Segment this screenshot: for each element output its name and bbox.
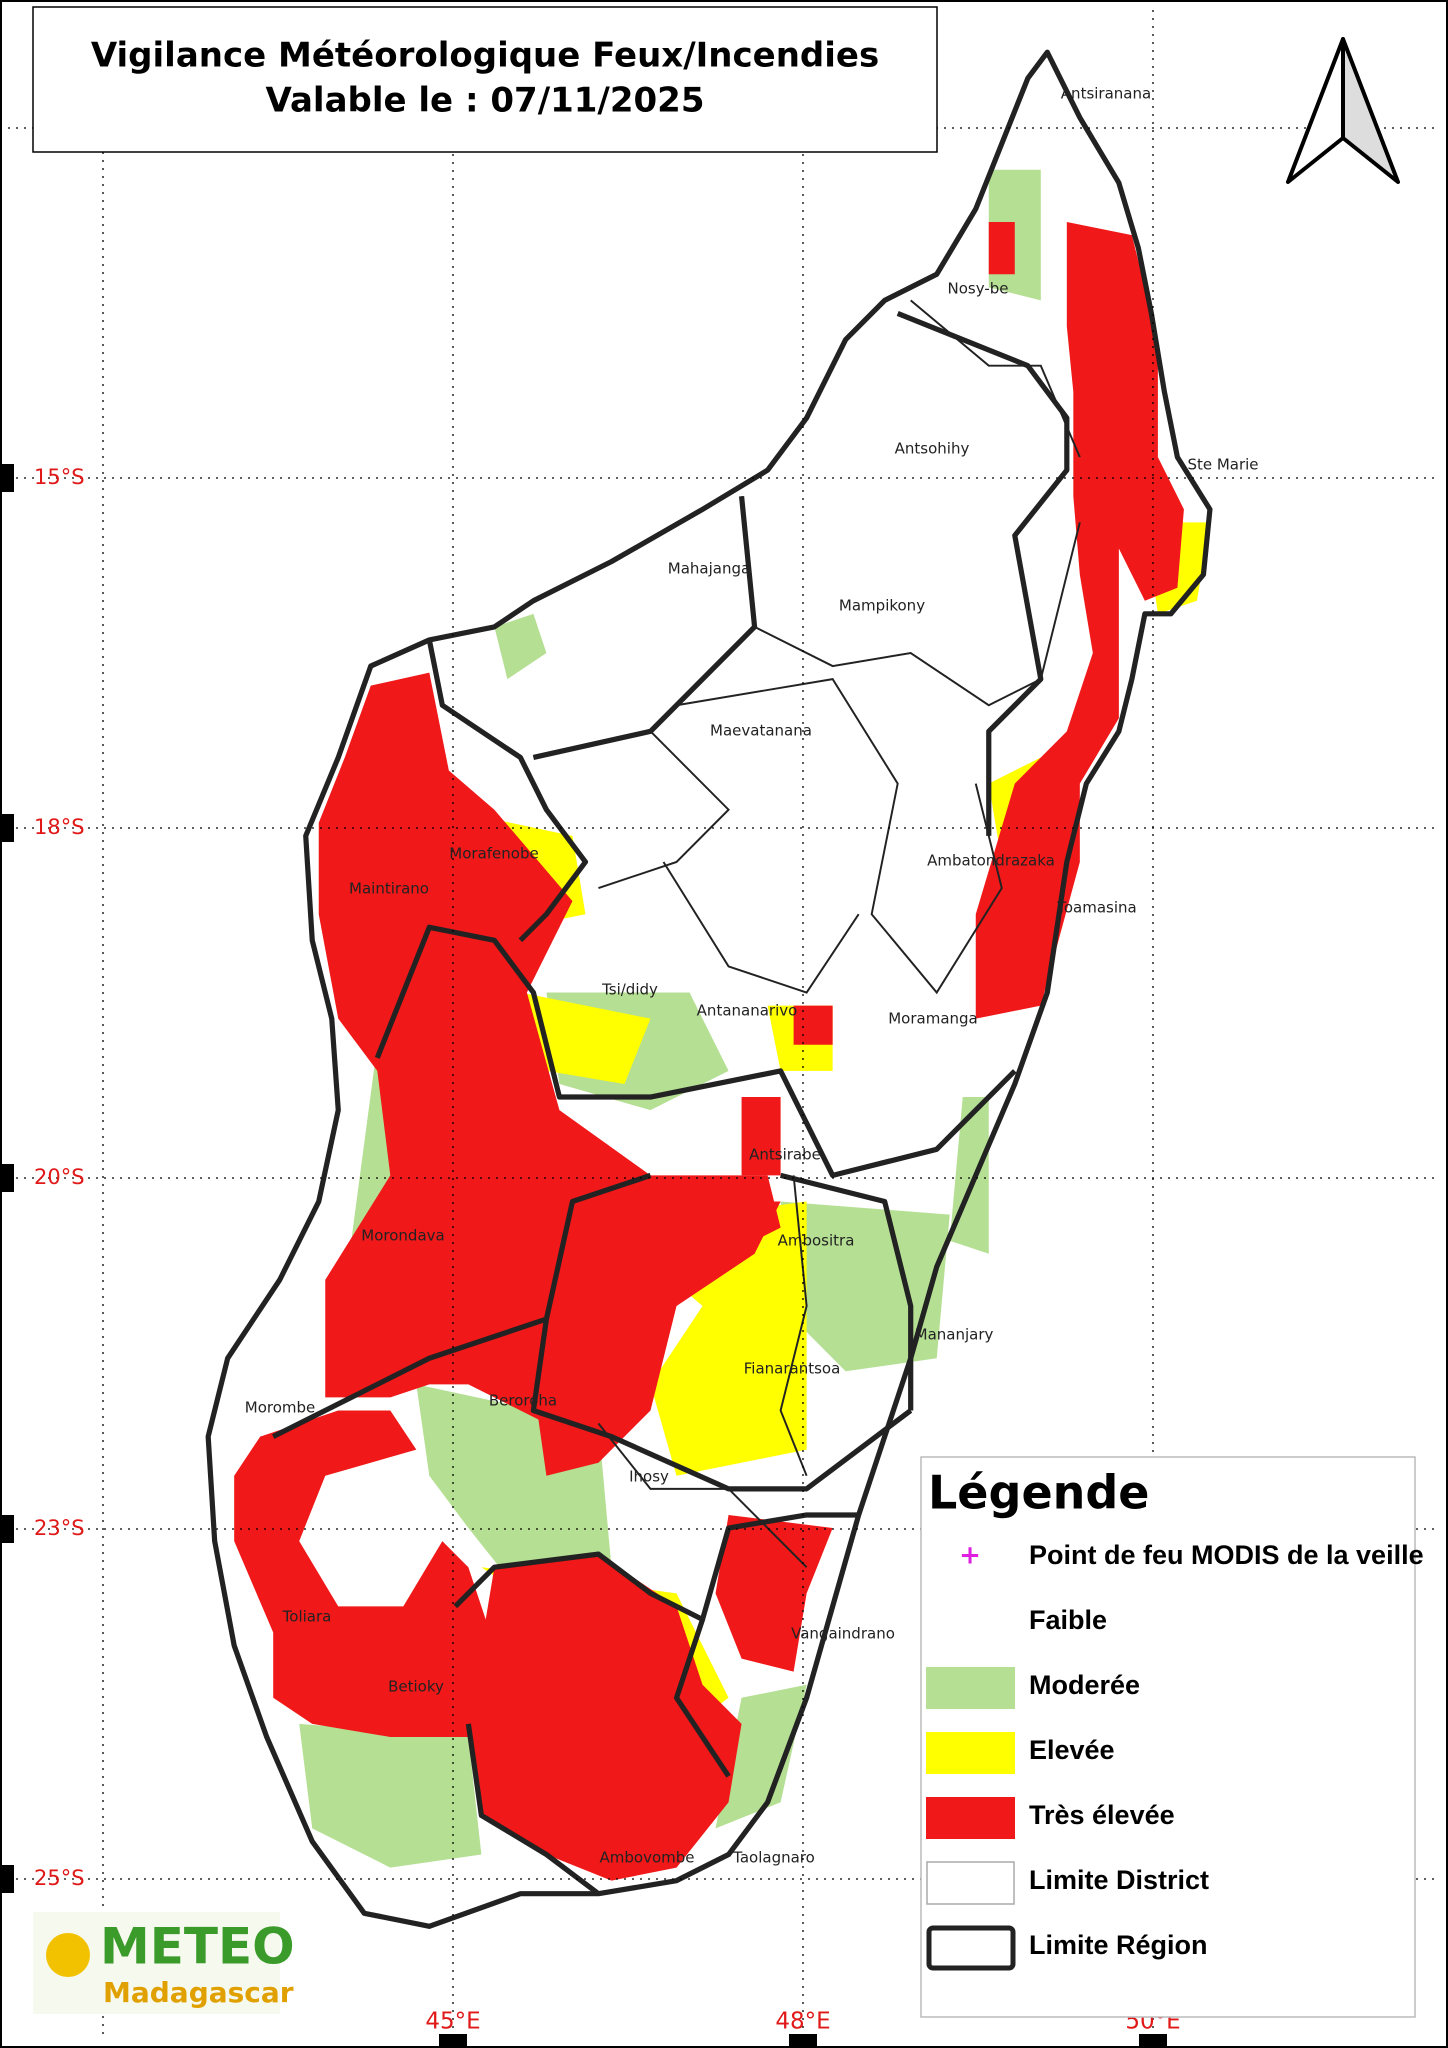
latitude-label: 20°S bbox=[34, 1165, 85, 1189]
place-label: Toliara bbox=[282, 1608, 332, 1626]
region-line bbox=[374, 924, 1017, 1179]
title-line: Valable le : 07/11/2025 bbox=[266, 81, 705, 121]
title-box bbox=[32, 6, 938, 153]
zone-high bbox=[611, 1201, 807, 1476]
region-line bbox=[532, 496, 758, 761]
place-label: Mahajanga bbox=[668, 560, 750, 578]
zone-very-high bbox=[988, 222, 1015, 275]
place-label: Antsirabe bbox=[749, 1146, 821, 1164]
longitude-label: 45°E bbox=[425, 2009, 480, 2035]
latitude-label: 25°S bbox=[34, 1866, 85, 1890]
frame-tick bbox=[439, 2034, 467, 2048]
legend-item: Limite District bbox=[1029, 1865, 1209, 1895]
frame-tick bbox=[1139, 2034, 1167, 2048]
place-label: Maevatanana bbox=[710, 722, 812, 740]
place-label: Maintirano bbox=[349, 880, 429, 898]
region-line bbox=[896, 311, 1070, 836]
place-label: Mampikony bbox=[839, 597, 925, 615]
logo-sun bbox=[46, 1933, 90, 1977]
latitude-label: 18°S bbox=[34, 815, 85, 839]
very-high-zones bbox=[234, 222, 1184, 1881]
place-label: Moramanga bbox=[888, 1010, 978, 1028]
place-label: Mananjary bbox=[915, 1326, 994, 1344]
region-line bbox=[530, 1318, 913, 1492]
frame-tick bbox=[0, 1515, 14, 1543]
legend-item: Point de feu MODIS de la veille bbox=[1029, 1540, 1424, 1570]
logo-subtitle: Madagascar bbox=[103, 1976, 294, 2009]
region-line bbox=[272, 1172, 652, 1439]
zone-very-high bbox=[793, 1005, 833, 1045]
zone-very-high bbox=[975, 222, 1184, 1019]
place-label: Ambovombe bbox=[600, 1849, 695, 1867]
zone-moderate bbox=[494, 613, 547, 680]
place-label: Antananarivo bbox=[697, 1002, 798, 1020]
region-line bbox=[779, 1172, 914, 1411]
district-line bbox=[676, 678, 1003, 995]
district-line bbox=[597, 1422, 808, 1568]
legend-item: Moderée bbox=[1029, 1670, 1140, 1700]
swatch-district bbox=[926, 1861, 1015, 1905]
place-label: Vangaindrano bbox=[791, 1625, 895, 1643]
region-line bbox=[673, 1618, 731, 1778]
place-label: Morafenobe bbox=[449, 845, 538, 863]
zone-moderate bbox=[780, 1201, 950, 1372]
coastline bbox=[205, 49, 1213, 1929]
legend-title: Légende bbox=[928, 1466, 1150, 1520]
region-line bbox=[465, 1723, 601, 1896]
latitude-label: 15°S bbox=[34, 465, 85, 489]
district-line bbox=[662, 861, 860, 994]
legend-item: Très élevée bbox=[1029, 1800, 1175, 1830]
latitude-label: 23°S bbox=[34, 1516, 85, 1540]
place-label: Morondava bbox=[361, 1227, 444, 1245]
longitude-label: 48°E bbox=[775, 2009, 830, 2035]
place-label: Ambatondrazaka bbox=[927, 852, 1055, 870]
frame-tick bbox=[0, 814, 14, 842]
arrow-left bbox=[1286, 37, 1345, 184]
legend-item: Limite Région bbox=[1029, 1930, 1208, 1960]
arrow-right bbox=[1341, 37, 1400, 184]
frame-tick bbox=[0, 1865, 14, 1893]
place-label: Antsiranana bbox=[1061, 85, 1151, 103]
place-label: Betioky bbox=[388, 1678, 444, 1696]
zone-very-high bbox=[468, 1554, 742, 1881]
swatch-very-high bbox=[926, 1797, 1015, 1839]
place-label: Fianarantsoa bbox=[744, 1360, 841, 1378]
region-limits bbox=[205, 49, 1213, 1929]
place-label: Ihosy bbox=[629, 1468, 669, 1486]
north-arrow bbox=[1286, 37, 1400, 184]
district-line bbox=[779, 1175, 808, 1477]
place-label: Beroroha bbox=[489, 1392, 557, 1410]
place-label: Tsi/didy bbox=[601, 981, 658, 999]
zone-moderate bbox=[299, 1723, 482, 1868]
frame-tick bbox=[0, 464, 14, 492]
legend-item: Elevée bbox=[1029, 1735, 1115, 1765]
place-label: Taolagnaro bbox=[732, 1849, 815, 1867]
swatch-moderate bbox=[926, 1667, 1015, 1709]
frame-tick bbox=[0, 1164, 14, 1192]
place-label: Toamasina bbox=[1056, 899, 1136, 917]
place-label: Ste Marie bbox=[1187, 456, 1258, 474]
swatch-region bbox=[926, 1925, 1016, 1971]
zone-very-high bbox=[741, 1097, 781, 1176]
title-line: Vigilance Météorologique Feux/Incendies bbox=[91, 36, 879, 76]
frame-tick bbox=[789, 2034, 817, 2048]
place-label: Antsohihy bbox=[895, 440, 970, 458]
fire-point-symbol: + bbox=[959, 1541, 981, 1571]
place-label: Morombe bbox=[245, 1399, 316, 1417]
region-line bbox=[426, 639, 589, 943]
place-label: Ambositra bbox=[778, 1232, 855, 1250]
swatch-high bbox=[926, 1732, 1015, 1774]
zone-very-high bbox=[533, 1201, 781, 1476]
place-label: Nosy-be bbox=[948, 280, 1009, 298]
legend-item: Faible bbox=[1029, 1605, 1107, 1635]
map-body bbox=[205, 49, 1213, 1929]
logo: METEO Madagascar bbox=[33, 1912, 295, 2014]
zone-very-high bbox=[234, 1410, 495, 1737]
region-line bbox=[453, 1512, 859, 1623]
logo-name: METEO bbox=[100, 1918, 295, 1976]
